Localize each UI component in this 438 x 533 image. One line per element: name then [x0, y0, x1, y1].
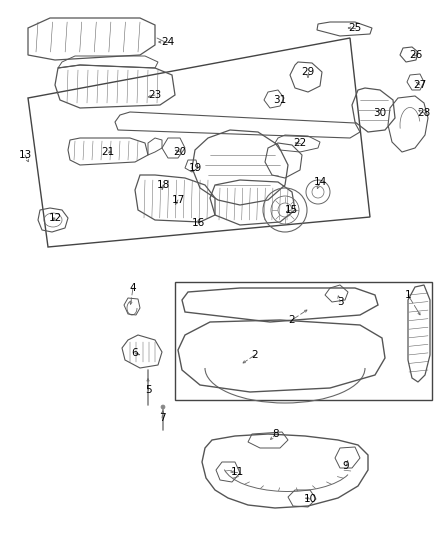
Text: 7: 7: [159, 413, 165, 423]
Text: 2: 2: [289, 315, 295, 325]
Text: 21: 21: [101, 147, 115, 157]
Text: 20: 20: [173, 147, 187, 157]
Text: 16: 16: [191, 218, 205, 228]
Text: 26: 26: [410, 50, 423, 60]
Text: 14: 14: [313, 177, 327, 187]
Text: 2: 2: [252, 350, 258, 360]
Text: 3: 3: [337, 297, 343, 307]
Text: 6: 6: [132, 348, 138, 358]
Text: 1: 1: [405, 290, 411, 300]
Text: 25: 25: [348, 23, 362, 33]
Text: 27: 27: [413, 80, 427, 90]
Text: 13: 13: [18, 150, 32, 160]
Text: 11: 11: [230, 467, 244, 477]
Text: 12: 12: [48, 213, 62, 223]
Text: 22: 22: [293, 138, 307, 148]
Text: 31: 31: [273, 95, 286, 105]
Bar: [175, 282, 432, 400]
Text: 19: 19: [188, 163, 201, 173]
Text: 9: 9: [343, 461, 350, 471]
Text: 15: 15: [284, 205, 298, 215]
Text: 23: 23: [148, 90, 162, 100]
Text: 24: 24: [161, 37, 175, 47]
Text: 28: 28: [417, 108, 431, 118]
Text: 8: 8: [273, 429, 279, 439]
Text: 10: 10: [304, 494, 317, 504]
Text: 17: 17: [171, 195, 185, 205]
Text: 30: 30: [374, 108, 387, 118]
Text: 5: 5: [145, 385, 151, 395]
Text: 18: 18: [156, 180, 170, 190]
Text: 29: 29: [301, 67, 314, 77]
Text: 4: 4: [130, 283, 136, 293]
Circle shape: [161, 405, 165, 409]
